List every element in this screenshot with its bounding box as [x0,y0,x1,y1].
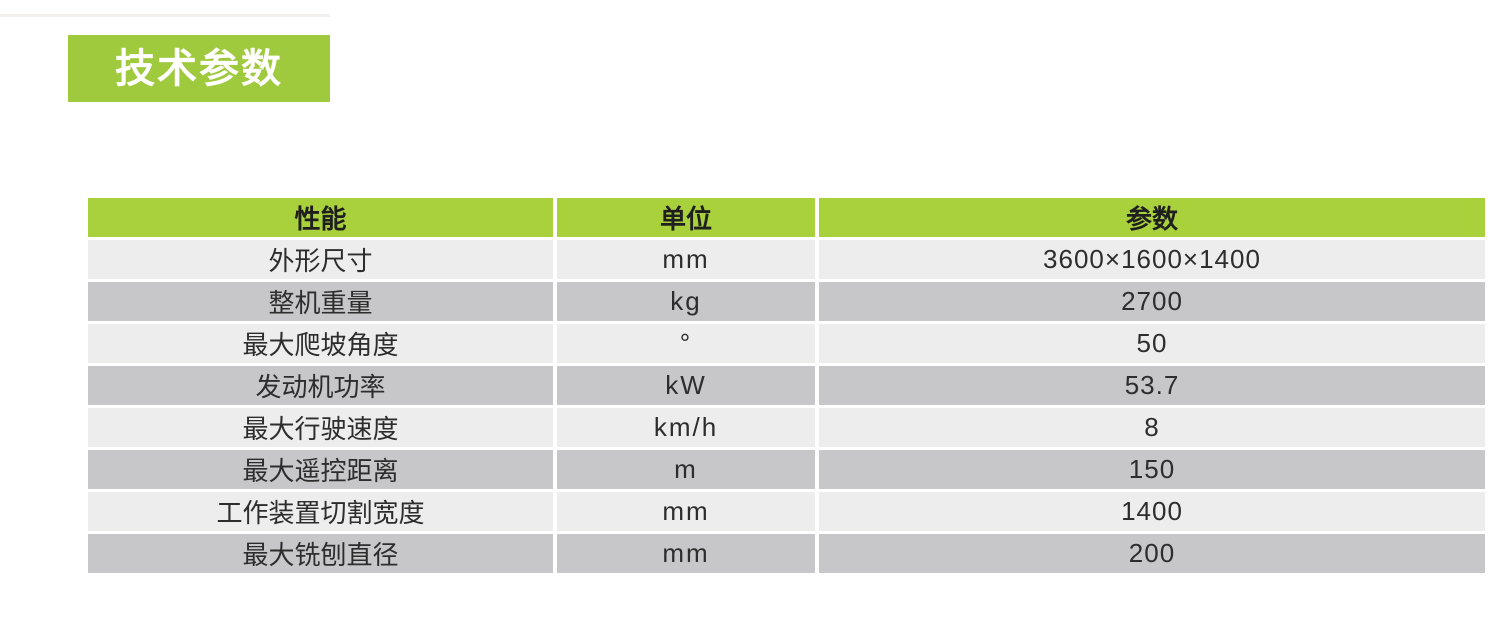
table-row: 整机重量 kg 2700 [88,282,1485,321]
unit-cell: ° [557,324,815,363]
property-cell: 发动机功率 [88,366,553,405]
unit-cell: kW [557,366,815,405]
value-cell: 53.7 [819,366,1485,405]
property-cell: 最大行驶速度 [88,408,553,447]
unit-cell: m [557,450,815,489]
table-row: 最大爬坡角度 ° 50 [88,324,1485,363]
table-row: 最大行驶速度 km/h 8 [88,408,1485,447]
spec-table: 性能 单位 参数 外形尺寸 mm 3600×1600×1400 整机重量 kg … [84,195,1489,576]
unit-cell: mm [557,240,815,279]
unit-cell: kg [557,282,815,321]
property-cell: 工作装置切割宽度 [88,492,553,531]
column-header-unit: 单位 [557,198,815,237]
value-cell: 8 [819,408,1485,447]
table-row: 工作装置切割宽度 mm 1400 [88,492,1485,531]
value-cell: 200 [819,534,1485,573]
table-row: 最大遥控距离 m 150 [88,450,1485,489]
column-header-value: 参数 [819,198,1485,237]
property-cell: 最大铣刨直径 [88,534,553,573]
table-row: 最大铣刨直径 mm 200 [88,534,1485,573]
section-title-banner: 技术参数 [68,35,330,102]
property-cell: 外形尺寸 [88,240,553,279]
table-header-row: 性能 单位 参数 [88,198,1485,237]
column-header-property: 性能 [88,198,553,237]
property-cell: 最大爬坡角度 [88,324,553,363]
value-cell: 1400 [819,492,1485,531]
top-divider-line [0,14,330,17]
table-row: 发动机功率 kW 53.7 [88,366,1485,405]
property-cell: 整机重量 [88,282,553,321]
value-cell: 3600×1600×1400 [819,240,1485,279]
value-cell: 2700 [819,282,1485,321]
unit-cell: mm [557,534,815,573]
value-cell: 150 [819,450,1485,489]
section-title: 技术参数 [115,46,283,91]
value-cell: 50 [819,324,1485,363]
unit-cell: mm [557,492,815,531]
property-cell: 最大遥控距离 [88,450,553,489]
unit-cell: km/h [557,408,815,447]
table-row: 外形尺寸 mm 3600×1600×1400 [88,240,1485,279]
